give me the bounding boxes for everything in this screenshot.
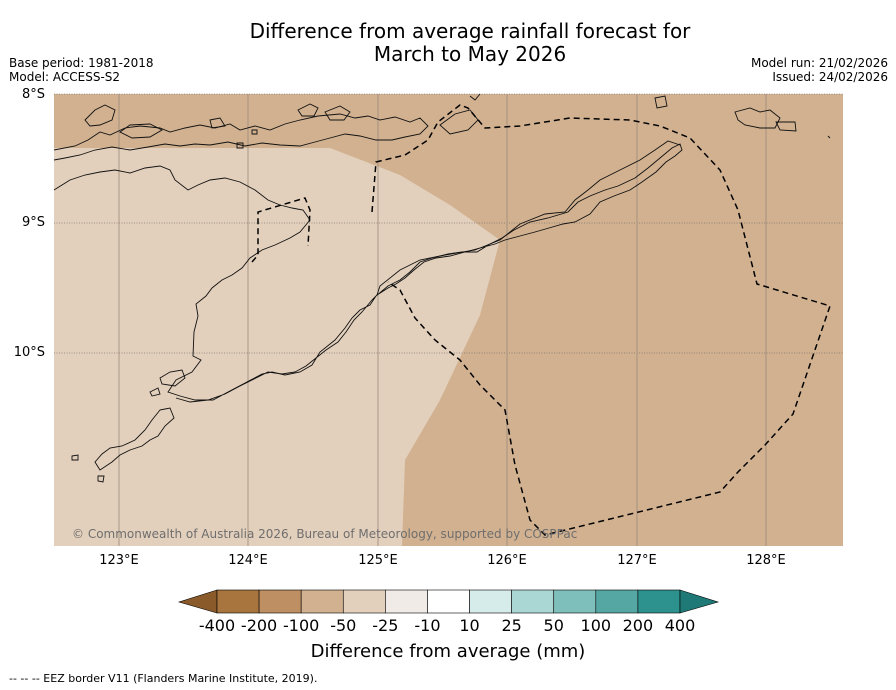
- colorbar-tick-label: -10: [414, 616, 441, 635]
- title-line-2: March to May 2026: [373, 42, 567, 66]
- colorbar-tick-label: 100: [580, 616, 612, 635]
- base-period: Base period: 1981-2018: [9, 56, 154, 70]
- eez-footnote: -- -- -- EEZ border V11 (Flanders Marine…: [9, 672, 318, 685]
- coast-timor-east: [376, 140, 681, 296]
- coast-roti-semau: [71, 369, 186, 483]
- colorbar-cell: [216, 589, 260, 614]
- lon-label-124e: 124°E: [228, 553, 268, 568]
- coast-small-islands: [236, 129, 831, 149]
- lat-label-8s: 8°S: [21, 87, 45, 102]
- colorbar-tick-label: 200: [622, 616, 654, 635]
- eez-border-timor-leste: [371, 104, 831, 536]
- colorbar-cell: [553, 589, 597, 614]
- map-area-light: [54, 148, 500, 546]
- colorbar-cell: [511, 589, 555, 614]
- model-run: Model run: 21/02/2026: [750, 56, 888, 70]
- map-title: Difference from average rainfall forecas…: [170, 20, 770, 66]
- colorbar-arrow-low: [177, 589, 218, 614]
- lon-label-128e: 128°E: [746, 553, 786, 568]
- lon-label-123e: 123°E: [99, 553, 139, 568]
- colorbar-tick-label: -25: [372, 616, 399, 635]
- eez-borders: [251, 104, 831, 536]
- meta-left: Base period: 1981-2018 Model: ACCESS-S2: [9, 56, 154, 84]
- colorbar-cell: [258, 589, 302, 614]
- colorbar-tick-label: -400: [198, 616, 236, 635]
- lon-label-127e: 127°E: [617, 553, 657, 568]
- colorbar-cell: [427, 589, 470, 614]
- lon-label-126e: 126°E: [487, 553, 527, 568]
- colorbar-tick-label: 25: [501, 616, 522, 635]
- colorbar-cell: [637, 589, 681, 614]
- eez-border-west: [251, 197, 311, 263]
- lat-label-9s: 9°S: [21, 215, 45, 230]
- colorbar-cell: [385, 589, 428, 614]
- model-name: Model: ACCESS-S2: [9, 70, 121, 84]
- meta-right: Model run: 21/02/2026 Issued: 24/02/2026: [751, 56, 888, 84]
- title-line-1: Difference from average rainfall forecas…: [249, 19, 691, 43]
- coast-flores-alor: [53, 113, 429, 161]
- colorbar-cell: [469, 589, 512, 614]
- lat-gridlines: [54, 93, 843, 354]
- colorbar-tick-label: 400: [664, 616, 696, 635]
- colorbar-cell: [342, 589, 386, 614]
- copyright-notice: © Commonwealth of Australia 2026, Bureau…: [72, 527, 578, 541]
- lat-label-10s: 10°S: [13, 345, 45, 360]
- colorbar-tick-label: 10: [459, 616, 480, 635]
- colorbar-cell: [300, 589, 344, 614]
- colorbar-tick-label: -200: [240, 616, 278, 635]
- colorbar-arrow-high: [679, 589, 720, 614]
- colorbar-cell: [595, 589, 639, 614]
- issued-date: Issued: 24/02/2026: [772, 70, 888, 84]
- colorbar-label: Difference from average (mm): [310, 641, 586, 662]
- colorbar-tick-label: -50: [330, 616, 357, 635]
- colorbar-tick-label: 50: [543, 616, 564, 635]
- colorbar-tick-label: -100: [283, 616, 320, 635]
- lon-label-125e: 125°E: [358, 553, 398, 568]
- lon-gridlines: [118, 94, 767, 546]
